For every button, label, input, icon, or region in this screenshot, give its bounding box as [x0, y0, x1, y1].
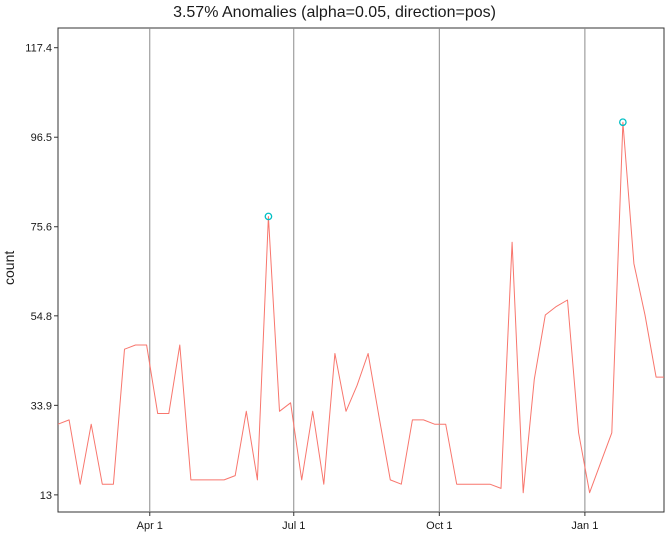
- y-tick-label: 54.8: [31, 311, 52, 323]
- y-tick-label: 117.4: [25, 43, 52, 55]
- series-line: [57, 121, 664, 494]
- y-tick-label: 75.6: [31, 222, 52, 234]
- x-tick-label: Apr 1: [137, 520, 163, 532]
- x-axis: Apr 1 Jul 1 Oct 1 Jan 1: [137, 512, 598, 532]
- x-tick-label: Jul 1: [282, 520, 305, 532]
- x-tick-label: Oct 1: [426, 520, 452, 532]
- y-axis: 13 33.9 54.8 75.6 96.5 117.4: [25, 43, 58, 502]
- chart-title: 3.57% Anomalies (alpha=0.05, direction=p…: [173, 4, 496, 21]
- plot-panel: [57, 27, 665, 513]
- grid-layer: [149, 28, 586, 512]
- y-tick-label: 96.5: [31, 132, 52, 144]
- anomaly-layer: [264, 118, 627, 221]
- anomaly-point: [619, 118, 627, 127]
- x-tick-label: Jan 1: [571, 520, 598, 532]
- anomaly-point: [264, 212, 273, 221]
- series-layer: [57, 121, 664, 494]
- y-tick-label: 13: [40, 490, 52, 502]
- y-tick-label: 33.9: [31, 400, 52, 412]
